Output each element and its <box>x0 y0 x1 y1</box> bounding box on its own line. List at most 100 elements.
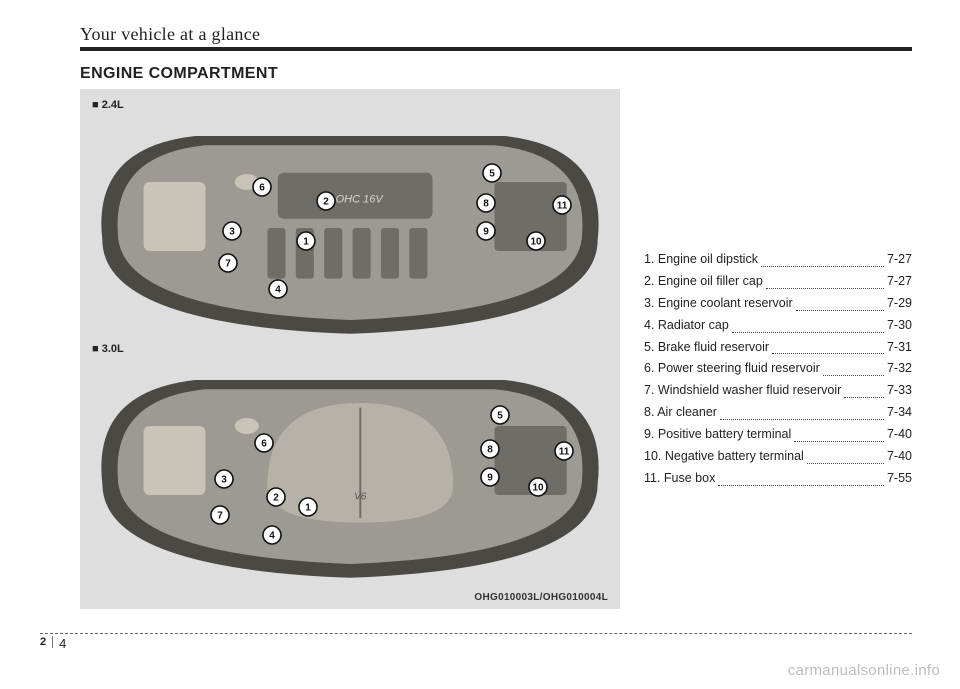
legend-row: 9. Positive battery terminal 7-40 <box>644 424 912 446</box>
legend-row: 5. Brake fluid reservoir 7-31 <box>644 337 912 359</box>
engine-wrap: DOHC 16V 1 2 3 4 <box>92 113 608 343</box>
callout-9: 9 <box>481 468 499 486</box>
variant-label: ■ 3.0L <box>92 343 608 355</box>
legend-label: 4. Radiator cap <box>644 315 729 337</box>
svg-text:5: 5 <box>497 411 503 422</box>
callout-7: 7 <box>219 254 237 272</box>
svg-text:7: 7 <box>225 259 231 270</box>
callout-7: 7 <box>211 506 229 524</box>
callout-3: 3 <box>223 222 241 240</box>
svg-text:4: 4 <box>269 531 275 542</box>
legend-label: 3. Engine coolant reservoir <box>644 293 793 315</box>
legend-label: 6. Power steering fluid reservoir <box>644 358 820 380</box>
legend-label: 5. Brake fluid reservoir <box>644 337 769 359</box>
callout-1: 1 <box>297 232 315 250</box>
svg-text:10: 10 <box>530 237 542 248</box>
legend-dots <box>720 402 884 420</box>
svg-text:1: 1 <box>305 503 311 514</box>
legend-page: 7-30 <box>887 315 912 337</box>
figure-code: OHG010003L/OHG010004L <box>474 592 608 603</box>
svg-text:8: 8 <box>487 445 493 456</box>
callout-2: 2 <box>317 192 335 210</box>
callout-6: 6 <box>253 178 271 196</box>
engine-diagram-v30: V6 1 2 3 4 <box>92 357 608 587</box>
svg-text:11: 11 <box>557 201 568 212</box>
legend-page: 7-29 <box>887 293 912 315</box>
footer-rule <box>40 633 912 634</box>
legend-row: 1. Engine oil dipstick 7-27 <box>644 249 912 271</box>
legend-dots <box>761 249 884 267</box>
legend-page: 7-40 <box>887 446 912 468</box>
callout-10: 10 <box>529 478 547 496</box>
callout-11: 11 <box>555 442 573 460</box>
legend-label: 10. Negative battery terminal <box>644 446 804 468</box>
header-rule <box>80 47 912 51</box>
callout-8: 8 <box>477 194 495 212</box>
legend-label: 11. Fuse box <box>644 468 715 490</box>
callout-3: 3 <box>215 470 233 488</box>
legend-page: 7-55 <box>887 468 912 490</box>
legend-row: 6. Power steering fluid reservoir 7-32 <box>644 358 912 380</box>
legend-page: 7-33 <box>887 380 912 402</box>
variant-label: ■ 2.4L <box>92 99 608 111</box>
callout-5: 5 <box>483 164 501 182</box>
legend-page: 7-27 <box>887 271 912 293</box>
legend-label: 2. Engine oil filler cap <box>644 271 763 293</box>
callout-11: 11 <box>553 196 571 214</box>
svg-text:1: 1 <box>303 237 309 248</box>
callout-10: 10 <box>527 232 545 250</box>
legend-label: 1. Engine oil dipstick <box>644 249 758 271</box>
legend-page: 7-32 <box>887 358 912 380</box>
svg-text:DOHC 16V: DOHC 16V <box>328 194 385 206</box>
legend-row: 7. Windshield washer fluid reservoir 7-3… <box>644 380 912 402</box>
svg-text:2: 2 <box>323 197 329 208</box>
svg-text:3: 3 <box>229 227 235 238</box>
callout-4: 4 <box>263 526 281 544</box>
svg-text:2: 2 <box>273 493 279 504</box>
legend-row: 2. Engine oil filler cap 7-27 <box>644 271 912 293</box>
svg-text:8: 8 <box>483 199 489 210</box>
legend-list: 1. Engine oil dipstick 7-27 2. Engine oi… <box>644 89 912 609</box>
engine-wrap: V6 1 2 3 4 <box>92 357 608 587</box>
section-number: 2 <box>40 636 53 648</box>
legend-row: 11. Fuse box 7-55 <box>644 468 912 490</box>
callout-6: 6 <box>255 434 273 452</box>
callout-5: 5 <box>491 406 509 424</box>
callout-4: 4 <box>269 280 287 298</box>
svg-text:4: 4 <box>275 285 281 296</box>
svg-text:6: 6 <box>259 183 265 194</box>
svg-text:V6: V6 <box>354 492 367 503</box>
legend-label: 9. Positive battery terminal <box>644 424 791 446</box>
legend-row: 10. Negative battery terminal 7-40 <box>644 446 912 468</box>
legend-row: 4. Radiator cap 7-30 <box>644 315 912 337</box>
legend-dots <box>766 271 884 289</box>
figure-pane: ■ 2.4L DOHC 16V 1 2 3 4 <box>80 89 620 609</box>
watermark: carmanualsonline.info <box>788 662 940 679</box>
svg-text:9: 9 <box>483 227 489 238</box>
legend-page: 7-34 <box>887 402 912 424</box>
legend-row: 8. Air cleaner 7-34 <box>644 402 912 424</box>
legend-label: 8. Air cleaner <box>644 402 717 424</box>
page-number: 2 4 <box>40 636 912 651</box>
svg-text:10: 10 <box>532 483 544 494</box>
svg-text:3: 3 <box>221 475 227 486</box>
svg-text:11: 11 <box>559 447 570 458</box>
legend-page: 7-31 <box>887 337 912 359</box>
svg-text:9: 9 <box>487 473 493 484</box>
engine-diagram-v24: DOHC 16V 1 2 3 4 <box>92 113 608 343</box>
legend-dots <box>796 293 884 311</box>
legend-page: 7-40 <box>887 424 912 446</box>
svg-text:6: 6 <box>261 439 267 450</box>
legend-dots <box>794 424 884 442</box>
legend-dots <box>732 315 884 333</box>
legend-row: 3. Engine coolant reservoir 7-29 <box>644 293 912 315</box>
legend-dots <box>718 468 884 486</box>
legend-dots <box>844 380 884 398</box>
callout-9: 9 <box>477 222 495 240</box>
page-index: 4 <box>53 636 66 651</box>
callout-8: 8 <box>481 440 499 458</box>
legend-page: 7-27 <box>887 249 912 271</box>
legend-dots <box>807 446 884 464</box>
svg-text:7: 7 <box>217 511 223 522</box>
page-title: Your vehicle at a glance <box>80 24 912 45</box>
